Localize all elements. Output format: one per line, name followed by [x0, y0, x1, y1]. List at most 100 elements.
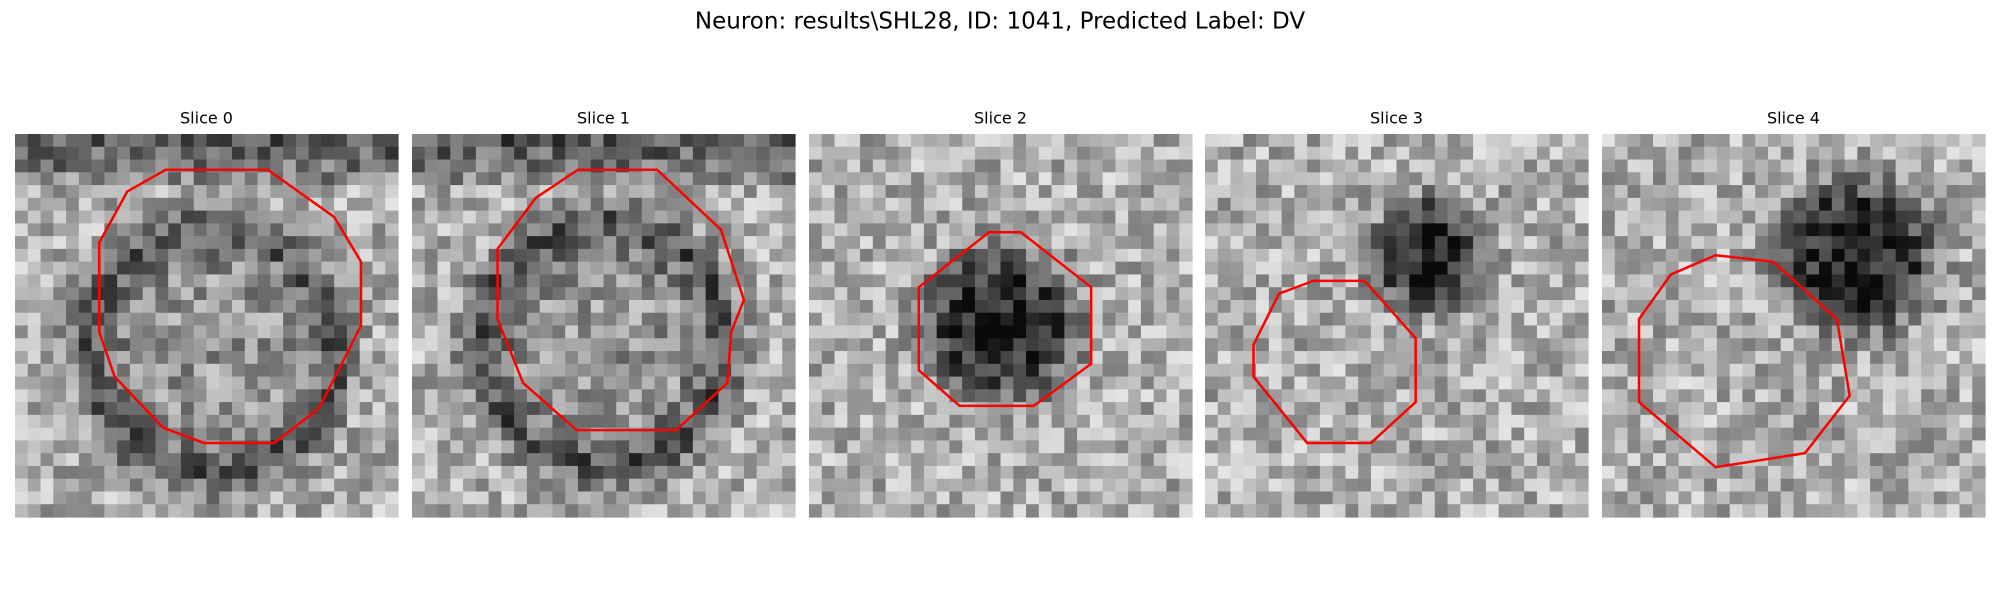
pixel [1946, 172, 1961, 186]
pixel [987, 274, 1002, 288]
pixel [743, 389, 758, 403]
pixel [1205, 376, 1219, 390]
pixel [475, 223, 490, 237]
pixel [168, 504, 182, 518]
pixel [1742, 325, 1756, 339]
pixel [974, 504, 989, 518]
pixel [1780, 478, 1795, 493]
pixel [1844, 312, 1858, 327]
pixel [1026, 312, 1040, 327]
pixel [385, 312, 399, 327]
pixel [321, 440, 335, 454]
pixel [629, 261, 643, 276]
pixel [1396, 338, 1410, 352]
pixel [1370, 248, 1385, 263]
pixel [1946, 427, 1961, 441]
pixel [193, 389, 208, 403]
pixel [526, 236, 541, 250]
pixel [91, 363, 105, 378]
pixel [1742, 159, 1756, 173]
pixel [1742, 287, 1756, 301]
pixel [1460, 478, 1474, 493]
pixel [1857, 274, 1871, 288]
pixel [40, 210, 54, 224]
pixel [860, 414, 874, 429]
pixel [898, 299, 912, 314]
pixel [15, 491, 29, 505]
pixel [1793, 414, 1807, 429]
pixel [129, 402, 144, 416]
pixel [1294, 236, 1308, 250]
pixel [475, 440, 490, 454]
pixel [1870, 465, 1884, 480]
pixel [321, 504, 335, 518]
pixel [1319, 172, 1334, 186]
pixel [1678, 504, 1692, 518]
pixel [782, 351, 796, 365]
pixel [1268, 248, 1283, 263]
pixel [1498, 146, 1512, 161]
pixel [1602, 351, 1616, 365]
pixel [1217, 427, 1232, 441]
pixel [385, 261, 399, 276]
pixel [1256, 146, 1270, 161]
pixel [1383, 185, 1398, 199]
pixel [1627, 363, 1641, 378]
pixel [1038, 414, 1053, 429]
pixel [1895, 389, 1909, 403]
pixel [1115, 312, 1129, 327]
pixel [936, 210, 951, 224]
pixel [1716, 402, 1731, 416]
pixel [1051, 465, 1065, 480]
pixel [1051, 402, 1065, 416]
pixel [180, 134, 195, 148]
pixel [911, 376, 925, 390]
pixel [1089, 185, 1104, 199]
pixel [885, 465, 899, 480]
pixel [1166, 210, 1180, 224]
pixel [1345, 146, 1359, 161]
pixel [270, 185, 284, 199]
pixel [1485, 197, 1500, 212]
pixel [962, 223, 976, 237]
pixel [1857, 210, 1871, 224]
pixel [321, 223, 335, 237]
pixel [1755, 172, 1769, 186]
pixel [1319, 376, 1334, 390]
pixel [641, 351, 656, 365]
pixel [577, 338, 592, 352]
pixel [885, 351, 899, 365]
pixel [501, 465, 515, 480]
pixel [40, 287, 54, 301]
pixel [66, 287, 80, 301]
pixel [1959, 287, 1973, 301]
pixel [590, 376, 605, 390]
pixel [974, 172, 989, 186]
pixel [283, 325, 297, 339]
pixel [847, 312, 861, 327]
pixel [450, 453, 464, 467]
pixel [1153, 185, 1168, 199]
pixel [475, 338, 490, 352]
pixel [552, 299, 566, 314]
pixel [1140, 146, 1155, 161]
pixel [885, 427, 899, 441]
pixel [244, 172, 259, 186]
pixel [168, 185, 182, 199]
pixel [1780, 197, 1795, 212]
pixel [1485, 274, 1500, 288]
pixel [155, 338, 169, 352]
pixel [1882, 312, 1897, 327]
pixel [1780, 185, 1795, 199]
pixel [590, 236, 605, 250]
pixel [1678, 376, 1692, 390]
pixel [756, 453, 771, 467]
pixel [629, 376, 643, 390]
pixel [1793, 299, 1807, 314]
pixel [1268, 504, 1283, 518]
pixel [1319, 338, 1334, 352]
pixel [15, 287, 29, 301]
pixel [295, 363, 310, 378]
pixel [117, 223, 131, 237]
pixel [1217, 478, 1232, 493]
